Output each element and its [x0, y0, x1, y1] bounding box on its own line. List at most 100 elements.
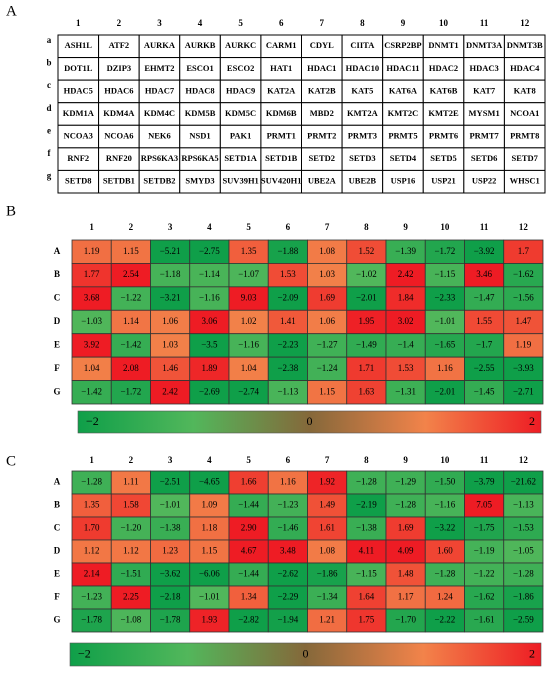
- cell-value: 1.89: [202, 363, 218, 373]
- cell-text: HDAC3: [469, 63, 498, 73]
- cell-value: 1.16: [280, 477, 296, 487]
- cell-value: −1.53: [513, 523, 534, 533]
- cell-text: HDAC11: [386, 63, 419, 73]
- cell-text: SETD4: [390, 153, 417, 163]
- cell-value: 2.42: [398, 269, 414, 279]
- column-header: 3: [157, 18, 162, 28]
- column-header: 9: [401, 18, 406, 28]
- column-header: 1: [89, 222, 94, 232]
- row-header: G: [53, 615, 60, 625]
- cell-value: 1.93: [202, 615, 218, 625]
- cell-value: 1.08: [319, 246, 335, 256]
- column-header: 6: [286, 455, 291, 465]
- column-header: 10: [440, 455, 450, 465]
- cell-value: −1.4: [397, 339, 414, 349]
- cell-value: 1.14: [123, 316, 139, 326]
- cell-value: 1.19: [84, 246, 100, 256]
- cell-value: 7.05: [476, 500, 492, 510]
- cell-value: −1.28: [395, 500, 416, 510]
- cell-value: −2.18: [160, 592, 181, 602]
- cell-value: 1.12: [123, 546, 139, 556]
- row-header: C: [54, 293, 61, 303]
- cell-value: 1.09: [202, 500, 218, 510]
- cell-text: SETDB2: [143, 176, 175, 186]
- cell-text: KDM4C: [144, 108, 175, 118]
- cell-value: −2.22: [434, 615, 455, 625]
- cell-value: −1.22: [474, 569, 495, 579]
- cell-value: −1.01: [160, 500, 181, 510]
- cell-text: KAT2B: [308, 85, 336, 95]
- cell-value: −1.42: [120, 339, 141, 349]
- panel-label: B: [6, 203, 16, 219]
- cell-value: 1.66: [241, 477, 257, 487]
- cell-value: 3.02: [398, 316, 414, 326]
- row-header: F: [54, 363, 60, 373]
- cell-text: SUV39H1: [222, 176, 258, 186]
- cell-text: WHSC1: [510, 176, 540, 186]
- column-header: 9: [403, 222, 408, 232]
- cell-value: 2.14: [84, 569, 100, 579]
- cell-value: 1.75: [359, 615, 375, 625]
- cell-value: −1.44: [238, 569, 259, 579]
- cell-text: KAT5: [351, 85, 373, 95]
- cell-text: SETD5: [430, 153, 456, 163]
- cell-value: −1.61: [474, 615, 495, 625]
- cell-text: HDAC9: [226, 85, 255, 95]
- panel-label: C: [6, 453, 16, 469]
- heatmap-cell: [503, 380, 544, 405]
- cell-value: 1.71: [359, 363, 375, 373]
- cell-value: 1.48: [398, 569, 414, 579]
- column-header: 12: [519, 222, 529, 232]
- cell-value: 1.06: [319, 316, 335, 326]
- cell-text: AURKB: [185, 40, 216, 50]
- cell-text: SMYD3: [185, 176, 214, 186]
- column-header: 6: [286, 222, 291, 232]
- column-header: 9: [403, 455, 408, 465]
- cell-text: KAT8: [514, 85, 536, 95]
- cell-value: 3.48: [280, 546, 296, 556]
- colorbar-tick-label: 2: [529, 414, 535, 428]
- cell-value: −2.33: [434, 293, 455, 303]
- cell-value: −1.28: [81, 477, 102, 487]
- heatmap-cell: [503, 608, 544, 633]
- cell-text: PRMT5: [388, 131, 417, 141]
- cell-value: 1.02: [241, 316, 257, 326]
- row-header: b: [46, 58, 51, 68]
- cell-value: −1.72: [434, 246, 455, 256]
- cell-value: −1.39: [395, 246, 416, 256]
- column-header: 4: [207, 455, 212, 465]
- cell-value: −1.24: [317, 363, 338, 373]
- cell-value: 1.15: [202, 546, 218, 556]
- column-header: 7: [320, 18, 325, 28]
- cell-text: RNF2: [67, 153, 89, 163]
- cell-value: 1.84: [398, 293, 414, 303]
- cell-value: −2.23: [277, 339, 298, 349]
- cell-value: 1.04: [241, 363, 257, 373]
- cell-value: −1.94: [277, 615, 298, 625]
- column-header: 8: [360, 18, 365, 28]
- cell-value: 4.67: [241, 546, 257, 556]
- cell-value: −2.01: [356, 293, 377, 303]
- cell-text: SETD3: [349, 153, 375, 163]
- cell-text: HDAC5: [64, 85, 93, 95]
- cell-value: −2.19: [356, 500, 377, 510]
- cell-value: 1.35: [84, 500, 100, 510]
- cell-text: RNF20: [106, 153, 132, 163]
- cell-value: −5.21: [160, 246, 181, 256]
- cell-value: −1.03: [81, 316, 102, 326]
- cell-value: 1.7: [518, 246, 530, 256]
- cell-value: 1.52: [359, 246, 375, 256]
- cell-text: PAK1: [230, 131, 252, 141]
- cell-text: HDAC4: [510, 63, 540, 73]
- cell-value: −1.16: [434, 500, 455, 510]
- cell-value: 2.42: [162, 386, 178, 396]
- cell-value: 2.90: [241, 523, 257, 533]
- cell-value: −2.09: [277, 293, 298, 303]
- column-header: 8: [364, 222, 369, 232]
- cell-value: −1.23: [81, 592, 102, 602]
- cell-text: NEK6: [148, 131, 171, 141]
- table-cell: [503, 169, 546, 194]
- cell-text: KAT2A: [267, 85, 296, 95]
- cell-value: 1.18: [202, 523, 218, 533]
- row-header: B: [54, 269, 60, 279]
